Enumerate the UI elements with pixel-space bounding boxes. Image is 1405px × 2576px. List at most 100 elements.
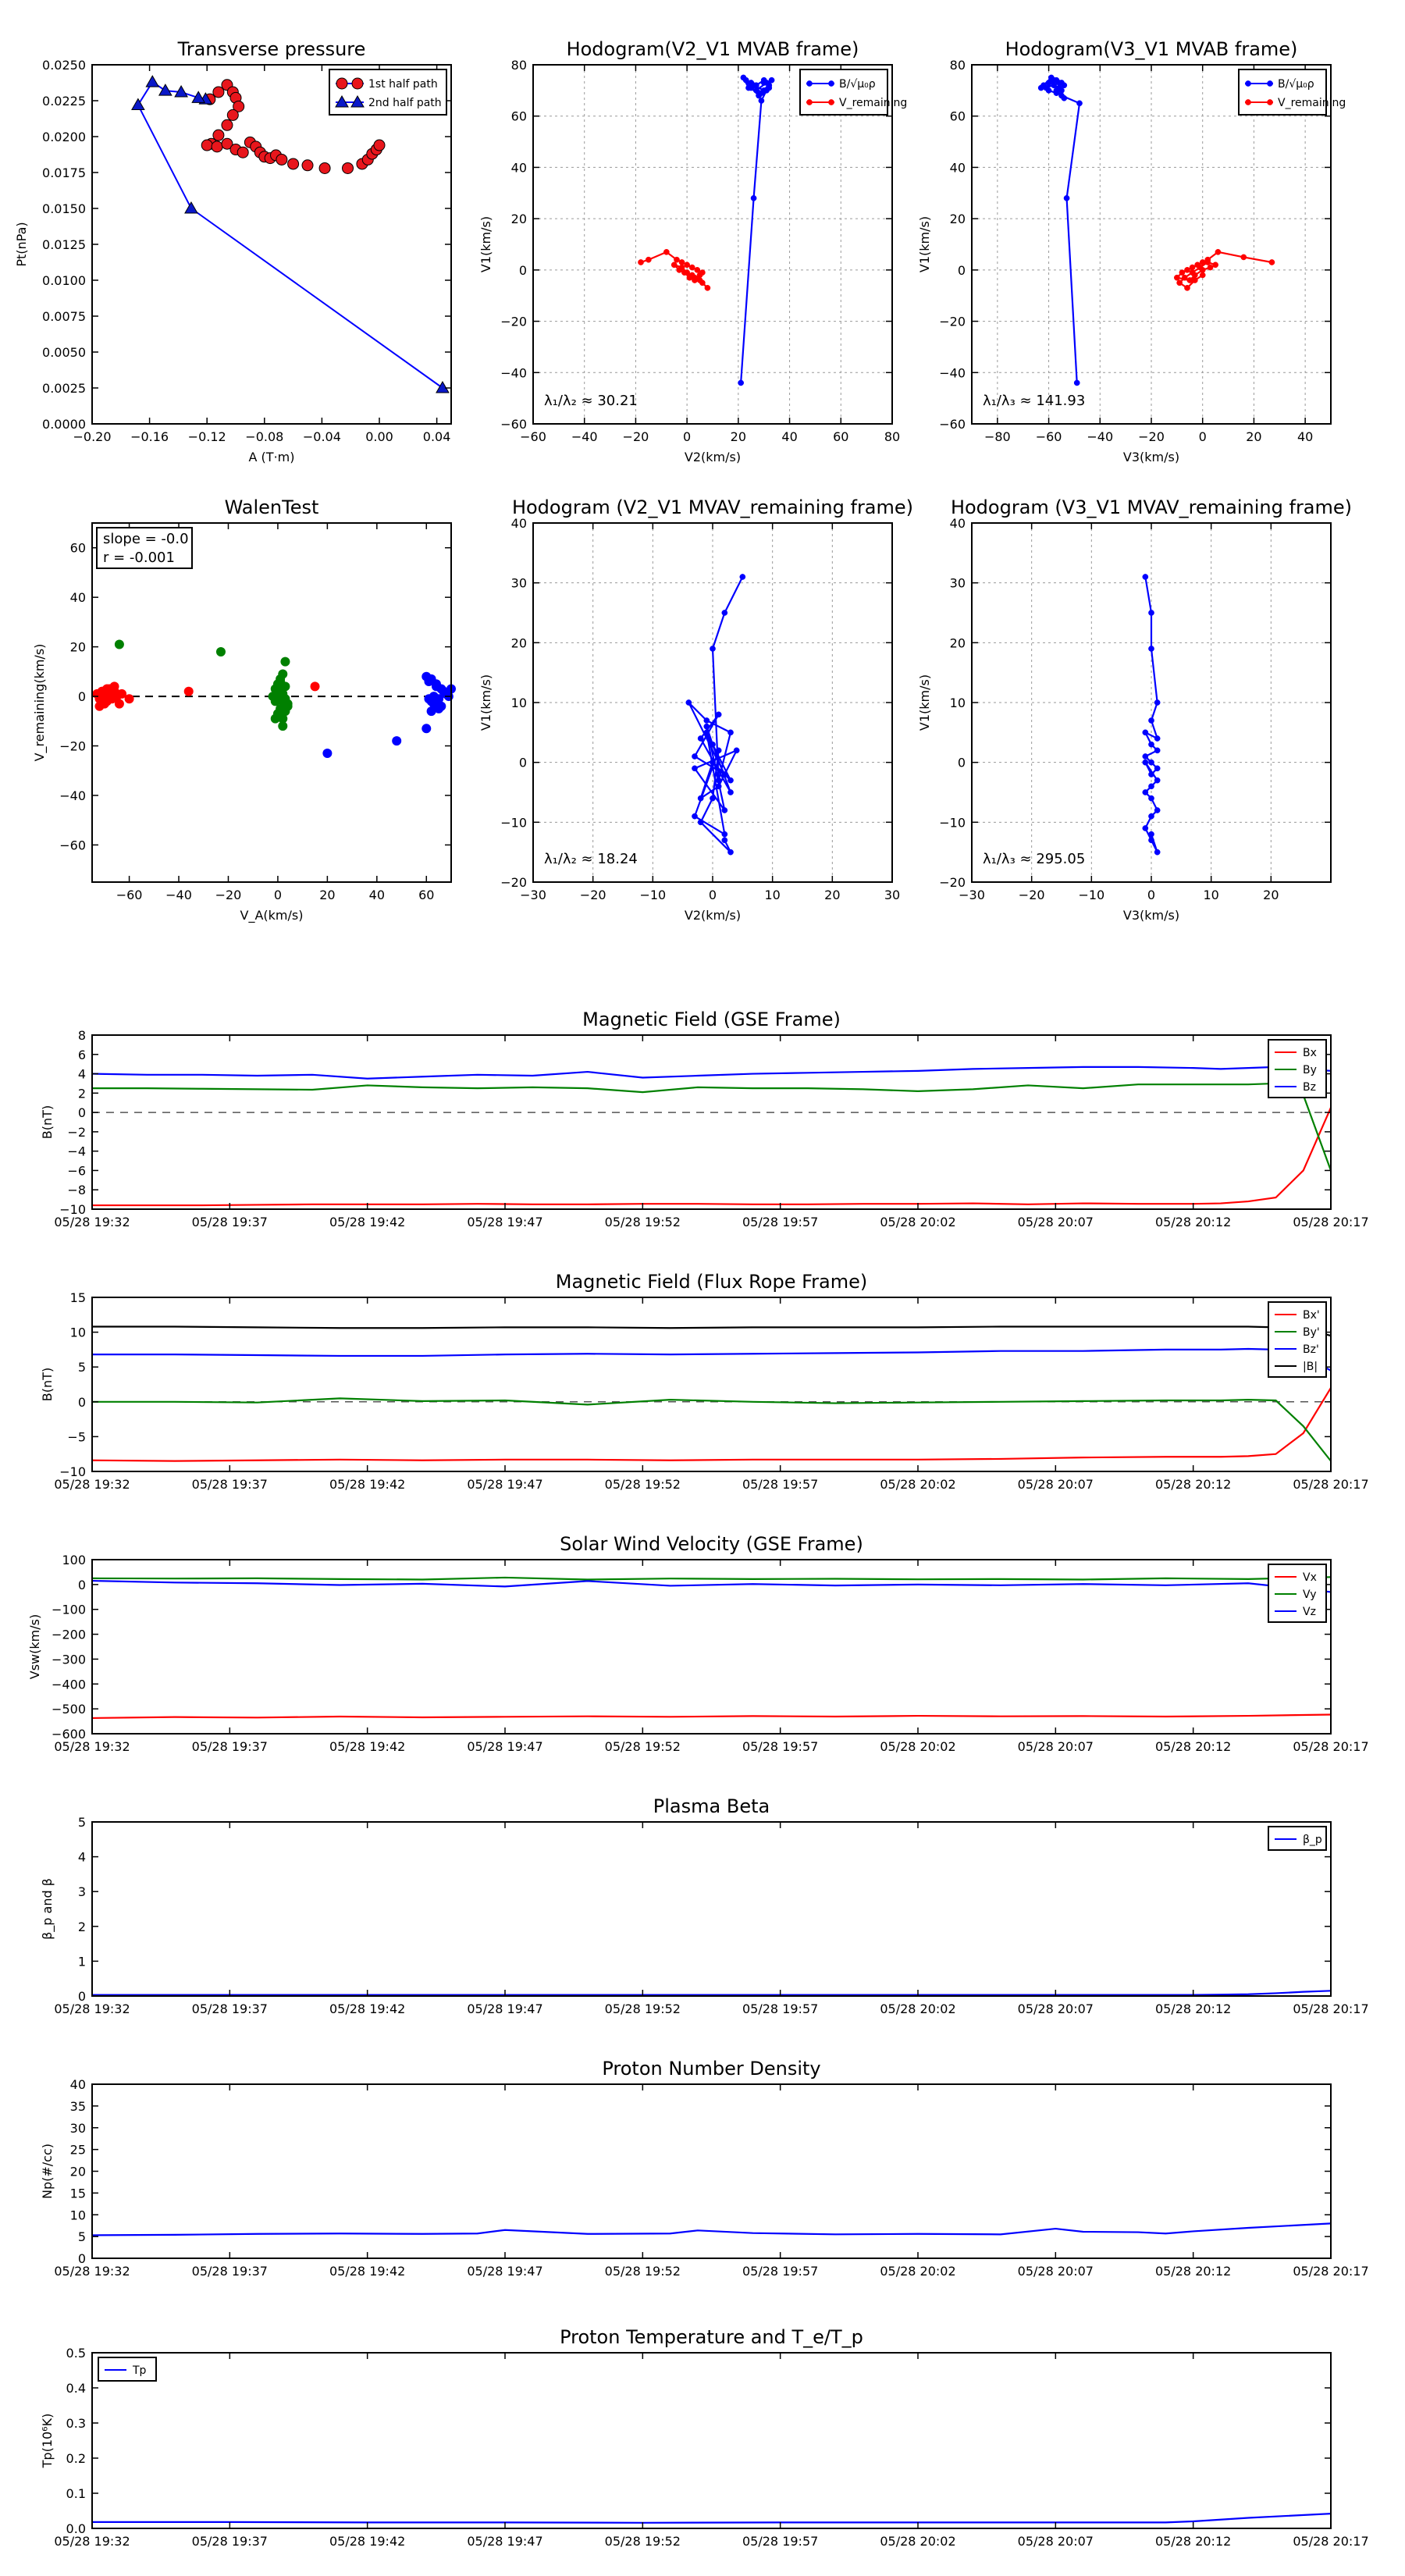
data-point [191, 91, 206, 103]
y-tick-label: 0.0225 [42, 94, 86, 109]
plot-frame [91, 1821, 1332, 1997]
walen_test-series-0 [92, 681, 320, 711]
x-tick-label: −40 [165, 888, 192, 902]
data-point [117, 688, 127, 699]
x-tick-label: 05/28 20:17 [1293, 1215, 1368, 1229]
data-point [704, 285, 711, 291]
x-tick-label: 05/28 20:02 [880, 1739, 955, 1754]
data-point [280, 706, 290, 717]
data-point [710, 795, 716, 802]
y-axis-label: V_remaining(km/s) [32, 644, 48, 762]
x-tick-label: 05/28 19:37 [192, 1477, 268, 1492]
x-tick-label: −60 [1036, 429, 1062, 444]
data-point [758, 98, 765, 104]
data-point [287, 158, 300, 170]
data-point [697, 819, 704, 826]
data-point [727, 729, 734, 736]
series-line [1040, 76, 1081, 383]
data-point [696, 277, 703, 283]
legend-label: V_remaining [839, 97, 907, 109]
plot-frame [91, 522, 452, 883]
data-point [684, 262, 690, 269]
legend-marker [806, 99, 813, 105]
legend-marker [806, 80, 813, 87]
data-point [301, 159, 314, 172]
magnetic_field_gse-series-2 [91, 1066, 1332, 1080]
data-point [237, 146, 249, 158]
x-tick-label: 20 [1263, 888, 1279, 902]
data-point [1063, 195, 1070, 201]
chart-title: Magnetic Field (GSE Frame) [582, 1009, 841, 1030]
legend-label: Bz' [1303, 1343, 1319, 1356]
chart-title: Proton Number Density [602, 2058, 820, 2080]
legend-marker [828, 99, 834, 105]
data-point [1148, 741, 1154, 748]
magnetic_field_gse-series-0 [92, 1107, 1332, 1207]
legend-label: Bx' [1303, 1309, 1320, 1322]
y-tick-label: 40 [70, 590, 86, 605]
y-tick-label: 5 [78, 2229, 86, 2244]
x-tick-label: 40 [1297, 429, 1313, 444]
x-tick-label: 05/28 19:57 [742, 2264, 818, 2279]
data-point [1058, 80, 1065, 86]
x-tick-label: 05/28 19:47 [467, 1477, 542, 1492]
data-point [1204, 259, 1211, 265]
stats-box [96, 527, 193, 569]
data-point [721, 837, 728, 844]
data-point [638, 259, 644, 265]
data-point [748, 84, 755, 91]
data-point [211, 141, 223, 153]
data-point [131, 98, 145, 111]
data-point [703, 729, 710, 736]
data-point [715, 783, 722, 790]
data-point [1148, 795, 1154, 802]
y-tick-label: 10 [70, 2208, 86, 2222]
data-point [697, 795, 704, 802]
solar_wind_velocity-panel: 05/28 19:32 05/28 19:37 05/28 19:42 05/28 1… [27, 1533, 1369, 1754]
data-point [1148, 837, 1154, 844]
data-point [694, 267, 701, 273]
legend-label: Bx [1303, 1047, 1317, 1059]
y-tick-label: −500 [52, 1702, 86, 1717]
y-tick-label: −60 [939, 417, 966, 432]
y-tick-label: 0.0125 [42, 237, 86, 252]
magnetic_field_gse-panel: 05/28 19:32 05/28 19:37 05/28 19:42 05/28 1… [40, 1009, 1369, 1229]
data-point [727, 789, 734, 795]
y-tick-label: 10 [511, 696, 527, 710]
x-axis-label: V2(km/s) [685, 450, 741, 464]
solar_wind_velocity-series-2 [91, 1579, 1332, 1593]
data-point [276, 677, 286, 687]
plasma_beta-panel: 05/28 19:32 05/28 19:37 05/28 19:42 05/28 1… [40, 1795, 1369, 2016]
transverse_pressure-panel: −0.20 −0.16 −0.12 −0.08 −0.04 0.00 0.04 0.0000 0… [14, 38, 452, 464]
y-tick-label: 40 [511, 516, 527, 531]
data-point [1154, 699, 1161, 706]
data-point [710, 741, 716, 748]
x-tick-label: 05/28 20:17 [1293, 2534, 1368, 2549]
y-tick-label: 4 [78, 1850, 86, 1865]
data-point [1045, 80, 1052, 86]
data-point [212, 86, 225, 98]
x-tick-label: 05/28 19:52 [605, 1215, 681, 1229]
data-point [212, 129, 225, 141]
x-axis-label: V3(km/s) [1123, 908, 1179, 923]
y-tick-label: −4 [67, 1144, 86, 1159]
chart-title: Proton Temperature and T_e/T_p [560, 2326, 863, 2348]
magnetic_field_flux_rope-series-1 [92, 1397, 1332, 1462]
data-point [715, 777, 722, 784]
x-tick-label: 60 [418, 888, 434, 902]
data-point [688, 272, 695, 279]
y-tick-label: 10 [950, 696, 966, 710]
x-tick-label: 05/28 19:42 [329, 1739, 405, 1754]
y-tick-label: 0 [78, 1989, 86, 2004]
x-tick-label: 05/28 20:02 [880, 1215, 955, 1229]
y-tick-label: 30 [70, 2121, 86, 2136]
legend-label: V_remaining [1278, 97, 1346, 109]
legend-label: 2nd half path [368, 97, 442, 109]
data-point [1142, 574, 1149, 580]
y-tick-label: −60 [500, 417, 527, 432]
y-tick-label: 80 [511, 58, 527, 73]
solar_wind_velocity-series-1 [91, 1576, 1332, 1581]
data-point [1148, 831, 1154, 838]
legend-marker [828, 80, 834, 87]
